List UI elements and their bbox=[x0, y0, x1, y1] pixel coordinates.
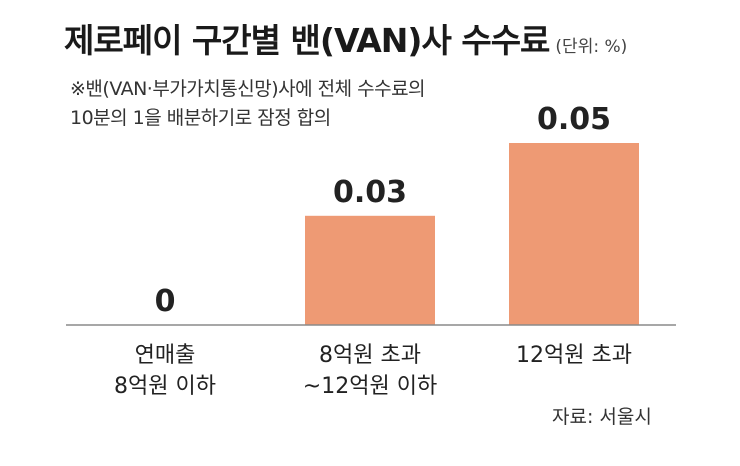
category-label-0-1: 8억원 이하 bbox=[114, 374, 216, 399]
value-label-2: 0.05 bbox=[537, 102, 611, 137]
bar-1 bbox=[305, 215, 435, 325]
value-label-0: 0 bbox=[155, 284, 176, 319]
category-label-2-0: 12억원 초과 bbox=[516, 343, 632, 368]
chart-title-block: 제로페이 구간별 밴(VAN)사 수수료 (단위: %) bbox=[64, 14, 627, 62]
note-line-1: ※밴(VAN·부가가치통신망)사에 전체 수수료의 bbox=[70, 78, 426, 100]
category-label-0-0: 연매출 bbox=[135, 343, 196, 368]
bar-2 bbox=[509, 143, 639, 325]
value-label-1: 0.03 bbox=[333, 175, 407, 210]
category-label-1-0: 8억원 초과 bbox=[319, 343, 421, 368]
note-line-2: 10분의 1을 배분하기로 잠정 합의 bbox=[70, 107, 331, 129]
chart-title: 제로페이 구간별 밴(VAN)사 수수료 bbox=[64, 21, 550, 60]
category-label-1-1: ~12억원 이하 bbox=[303, 374, 437, 399]
unit-label: (단위: %) bbox=[555, 37, 628, 57]
source-label: 자료: 서울시 bbox=[552, 406, 652, 428]
